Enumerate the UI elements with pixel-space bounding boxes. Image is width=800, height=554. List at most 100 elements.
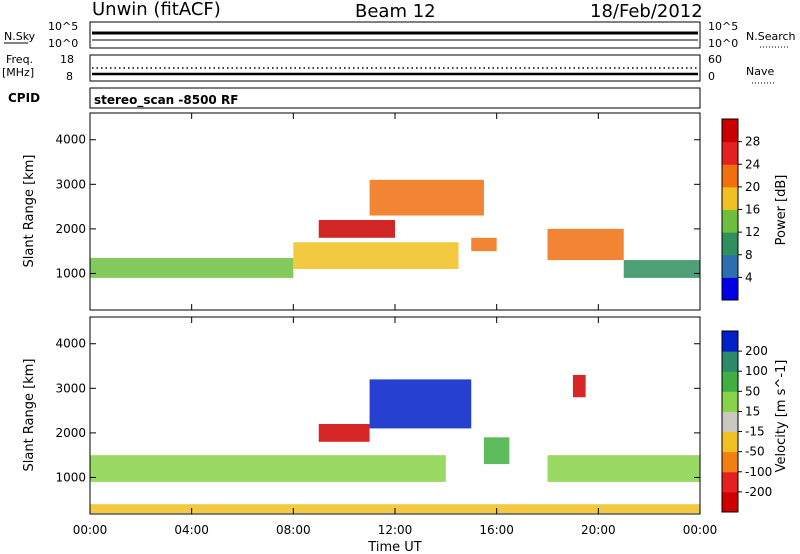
heatmap-cell-power-6 <box>623 260 700 278</box>
heatmap-cell-power-3 <box>369 179 484 216</box>
heatmap-cell-power-4 <box>471 237 497 252</box>
x-tick-label: 00:00 <box>683 523 718 537</box>
noise-left-tick-top: 10^5 <box>48 20 78 33</box>
velocity-colorbar-swatch <box>722 431 738 453</box>
heatmap-cell-power-2 <box>318 219 395 238</box>
noise-frame <box>89 21 701 49</box>
power-colorbar-ticks: 4 8 12 16 20 24 28 <box>738 135 760 284</box>
y-tick-label: 3000 <box>55 381 86 395</box>
velocity-colorbar-tick-label: -15 <box>745 425 765 439</box>
noise-right-tick-top: 10^5 <box>708 20 738 33</box>
heatmap-cell-velocity-1 <box>318 423 370 442</box>
x-axis-tick-labels: 00:00 04:00 08:00 12:00 16:00 20:00 00:00 <box>73 523 718 537</box>
freq-right-tick-top: 60 <box>708 53 722 66</box>
cpid-text: stereo_scan -8500 RF <box>94 93 238 108</box>
velocity-colorbar-tick-label: 50 <box>745 384 760 398</box>
power-colorbar-swatch <box>722 164 738 188</box>
freq-left-tick-bottom: 8 <box>66 70 73 83</box>
y-tick-label: 1000 <box>55 266 86 280</box>
velocity-colorbar-swatches <box>722 331 738 513</box>
power-colorbar-tick-label: 20 <box>745 180 760 194</box>
velocity-colorbar-tick-label: 100 <box>745 364 768 378</box>
power-panel: 1000 2000 3000 4000 Slant Range [km] <box>22 112 701 311</box>
power-colorbar-swatches <box>722 119 738 301</box>
x-tick-label: 08:00 <box>276 523 311 537</box>
power-colorbar-swatch <box>722 119 738 143</box>
y-tick-label: 4000 <box>55 337 86 351</box>
power-x-ticks <box>89 113 701 310</box>
noise-trace <box>92 31 698 41</box>
velocity-panel: 1000 2000 3000 4000 Slant Range [km] <box>22 316 701 515</box>
power-colorbar-tick-label: 16 <box>745 203 760 217</box>
beam-title: Beam 12 <box>355 1 436 22</box>
y-tick-label: 1000 <box>55 470 86 484</box>
power-heatmap <box>90 179 700 278</box>
velocity-y-axis-label: Slant Range [km] <box>22 359 37 472</box>
heatmap-cell-velocity-4 <box>547 455 700 482</box>
velocity-colorbar-swatch <box>722 411 738 433</box>
heatmap-cell-velocity-5 <box>572 374 586 398</box>
power-y-axis-label: Slant Range [km] <box>22 155 37 268</box>
power-colorbar-swatch <box>722 277 738 301</box>
velocity-colorbar-tick-label: -200 <box>745 485 772 499</box>
power-colorbar: 4 8 12 16 20 24 28 Power [dB] <box>721 118 789 301</box>
velocity-colorbar: -200 -100 -50 -15 15 50 100 200 Velocity [m s^-… <box>721 330 789 513</box>
velocity-colorbar-swatch <box>722 451 738 473</box>
power-colorbar-swatch <box>722 141 738 165</box>
power-colorbar-tick-label: 24 <box>745 157 760 171</box>
heatmap-cell-velocity-2 <box>369 379 472 429</box>
freq-frame <box>89 54 701 82</box>
power-colorbar-tick-label: 8 <box>745 248 753 262</box>
freq-left-tick-top: 18 <box>60 53 74 66</box>
heatmap-cell-power-0 <box>90 257 294 278</box>
heatmap-cell-power-1 <box>293 242 459 269</box>
velocity-colorbar-frame <box>721 330 739 513</box>
power-y-ticks: 1000 2000 3000 4000 <box>55 133 700 280</box>
y-tick-label: 4000 <box>55 133 86 147</box>
power-colorbar-swatch <box>722 209 738 233</box>
velocity-colorbar-swatch <box>722 491 738 513</box>
x-tick-label: 04:00 <box>174 523 209 537</box>
x-tick-label: 16:00 <box>479 523 514 537</box>
noise-right-label: N.Search <box>746 30 796 43</box>
power-colorbar-label: Power [dB] <box>774 175 789 246</box>
velocity-colorbar-tick-label: -50 <box>745 445 765 459</box>
velocity-colorbar-label: Velocity [m s^-1] <box>774 360 789 473</box>
cpid-panel: CPID stereo_scan -8500 RF <box>8 87 701 109</box>
noise-panel: N.Sky N.Search 10^5 10^0 10^5 10^0 <box>4 20 796 50</box>
power-colorbar-tick-label: 28 <box>745 135 760 149</box>
cpid-frame <box>89 87 701 109</box>
velocity-colorbar-swatch <box>722 391 738 412</box>
power-colorbar-tick-label: 4 <box>745 270 753 284</box>
power-colorbar-swatch <box>722 186 738 210</box>
freq-right-tick-bottom: 0 <box>708 70 715 83</box>
x-tick-label: 12:00 <box>378 523 413 537</box>
velocity-colorbar-swatch <box>722 351 738 372</box>
noise-left-tick-bottom: 10^0 <box>48 37 78 50</box>
velocity-colorbar-tick-label: 200 <box>745 344 768 358</box>
y-tick-label: 2000 <box>55 426 86 440</box>
freq-left-label-1: Freq. <box>6 53 33 66</box>
freq-panel: Freq. [MHz] 18 8 60 0 Nave <box>2 53 776 84</box>
heatmap-cell-power-5 <box>547 228 624 261</box>
velocity-colorbar-tick-label: 15 <box>745 404 760 418</box>
velocity-colorbar-swatch <box>722 471 738 493</box>
x-tick-label: 00:00 <box>73 523 108 537</box>
heatmap-cell-velocity-3 <box>483 437 510 465</box>
freq-right-label: Nave <box>746 65 774 78</box>
x-axis-label: Time UT <box>367 540 421 554</box>
power-colorbar-tick-label: 12 <box>745 225 760 239</box>
velocity-heatmap <box>90 374 700 514</box>
power-colorbar-swatch <box>722 232 738 256</box>
velocity-y-ticks: 1000 2000 3000 4000 <box>55 337 700 484</box>
y-tick-label: 3000 <box>55 177 86 191</box>
heatmap-cell-velocity-0 <box>90 455 446 482</box>
velocity-x-ticks <box>89 317 701 514</box>
velocity-colorbar-swatch <box>722 371 738 392</box>
velocity-colorbar-swatch <box>722 331 738 352</box>
power-colorbar-swatch <box>722 254 738 278</box>
noise-right-tick-bottom: 10^0 <box>708 37 738 50</box>
velocity-colorbar-ticks: -200 -100 -50 -15 15 50 100 200 <box>738 344 772 499</box>
cpid-label: CPID <box>8 91 40 105</box>
